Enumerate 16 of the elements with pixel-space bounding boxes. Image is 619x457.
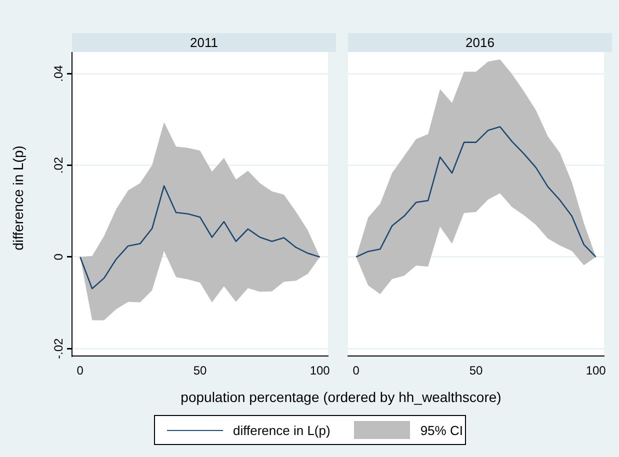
y-tick-label: 0 xyxy=(51,253,66,260)
y-tick-label: .02 xyxy=(51,156,66,174)
chart-title: 2011 xyxy=(72,33,336,52)
x-tick-label: 0 xyxy=(352,364,360,378)
x-tick-label: 50 xyxy=(193,364,207,378)
text: 95% CI xyxy=(420,422,463,438)
x-tick-label: 0 xyxy=(76,364,84,378)
x-tick-label: 50 xyxy=(469,364,483,378)
y-tick-label: -.02 xyxy=(51,338,66,360)
legend-label: difference in L(p) xyxy=(233,422,330,438)
y-axis-title: difference in L(p) xyxy=(10,144,26,252)
x-tick-label: 100 xyxy=(586,364,606,378)
x-tick-label: 100 xyxy=(310,364,330,378)
chart-title: 2016 xyxy=(348,33,612,52)
x-axis-title: population percentage (ordered by hh_wealthscore) xyxy=(180,389,502,405)
y-tick-label: .04 xyxy=(51,64,66,82)
